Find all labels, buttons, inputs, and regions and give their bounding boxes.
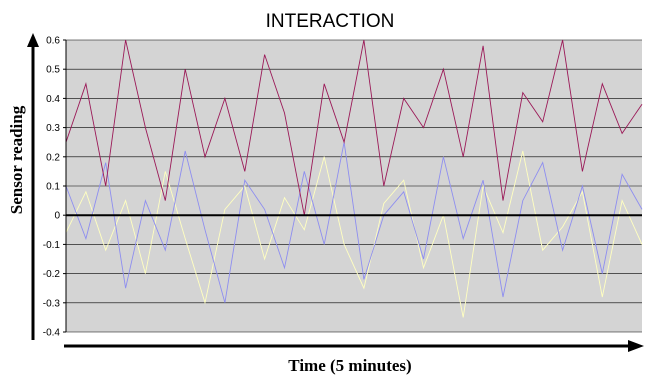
y-tick-labels: -0.4 -0.3 -0.2 -0.1 0 0.1 0.2 0.3 0.4 0.5 0.6 (43, 36, 61, 339)
y-tick-label: 0.6 (46, 36, 60, 47)
x-direction-arrow-head (628, 340, 644, 352)
y-tick-label: 0.2 (46, 152, 60, 163)
y-axis-label: Sensor reading (7, 105, 26, 214)
series-lines (65, 39, 643, 318)
y-tick-label: 0.1 (46, 182, 60, 193)
series-line-2 (65, 142, 643, 303)
y-direction-arrow-head (27, 33, 39, 47)
y-tick-label: 0.5 (46, 65, 60, 76)
y-tick-label: -0.3 (43, 298, 61, 309)
y-tick-label: -0.4 (43, 328, 61, 339)
axes (27, 33, 644, 352)
y-tick-label: 0.4 (46, 94, 60, 105)
x-axis-label: Time (5 minutes) (288, 356, 411, 375)
chart-title: INTERACTION (266, 11, 395, 32)
gridlines (66, 39, 642, 333)
series-line-3 (65, 39, 643, 216)
y-tick-label: 0 (54, 211, 60, 222)
y-tick-label: 0.3 (46, 123, 60, 134)
y-tick-label: -0.2 (43, 269, 61, 280)
y-tick-label: -0.1 (43, 240, 61, 251)
